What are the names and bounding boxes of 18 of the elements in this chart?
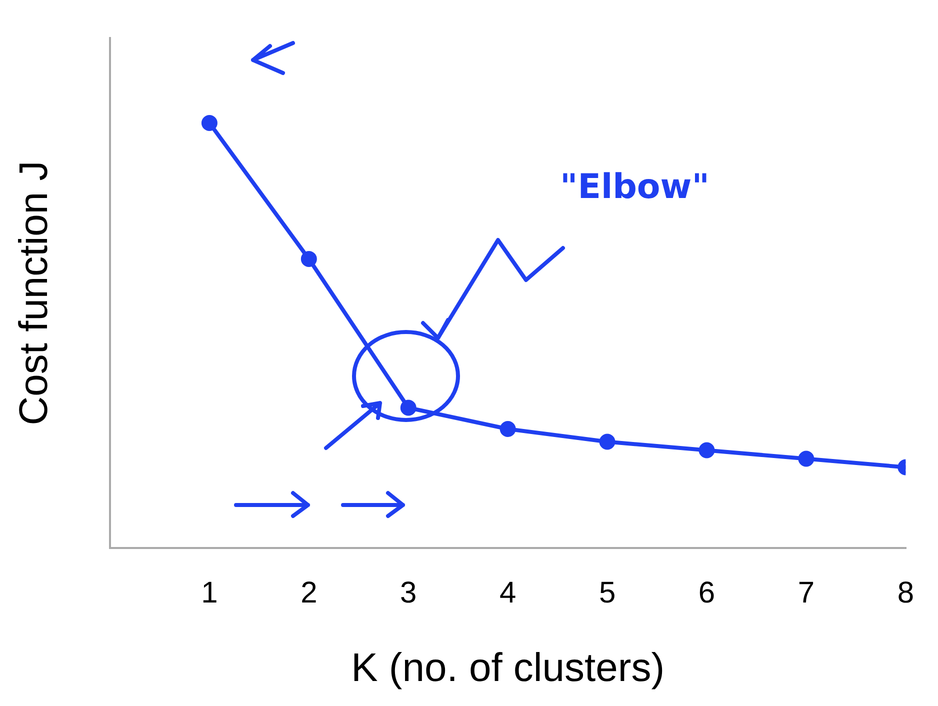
x-axis-title: K (no. of clusters): [351, 646, 665, 690]
x-tick-label: 1: [201, 576, 218, 610]
x-tick-label: 7: [798, 576, 815, 610]
point: [798, 450, 814, 467]
point: [300, 251, 317, 267]
x-tick-label: 2: [300, 576, 318, 610]
x-tick-label: 5: [598, 576, 616, 610]
point: [698, 442, 715, 458]
point: [500, 421, 516, 437]
point: [201, 115, 218, 131]
x-tick-label: 3: [400, 576, 417, 610]
x-tick-label: 4: [499, 576, 516, 610]
point: [599, 434, 616, 450]
y-axis-title: Cost function J: [12, 160, 56, 426]
x-tick-label: 6: [698, 576, 716, 610]
annotation: "Elbow": [560, 167, 710, 207]
point: [400, 400, 416, 416]
x-tick-label: 8: [897, 576, 914, 610]
